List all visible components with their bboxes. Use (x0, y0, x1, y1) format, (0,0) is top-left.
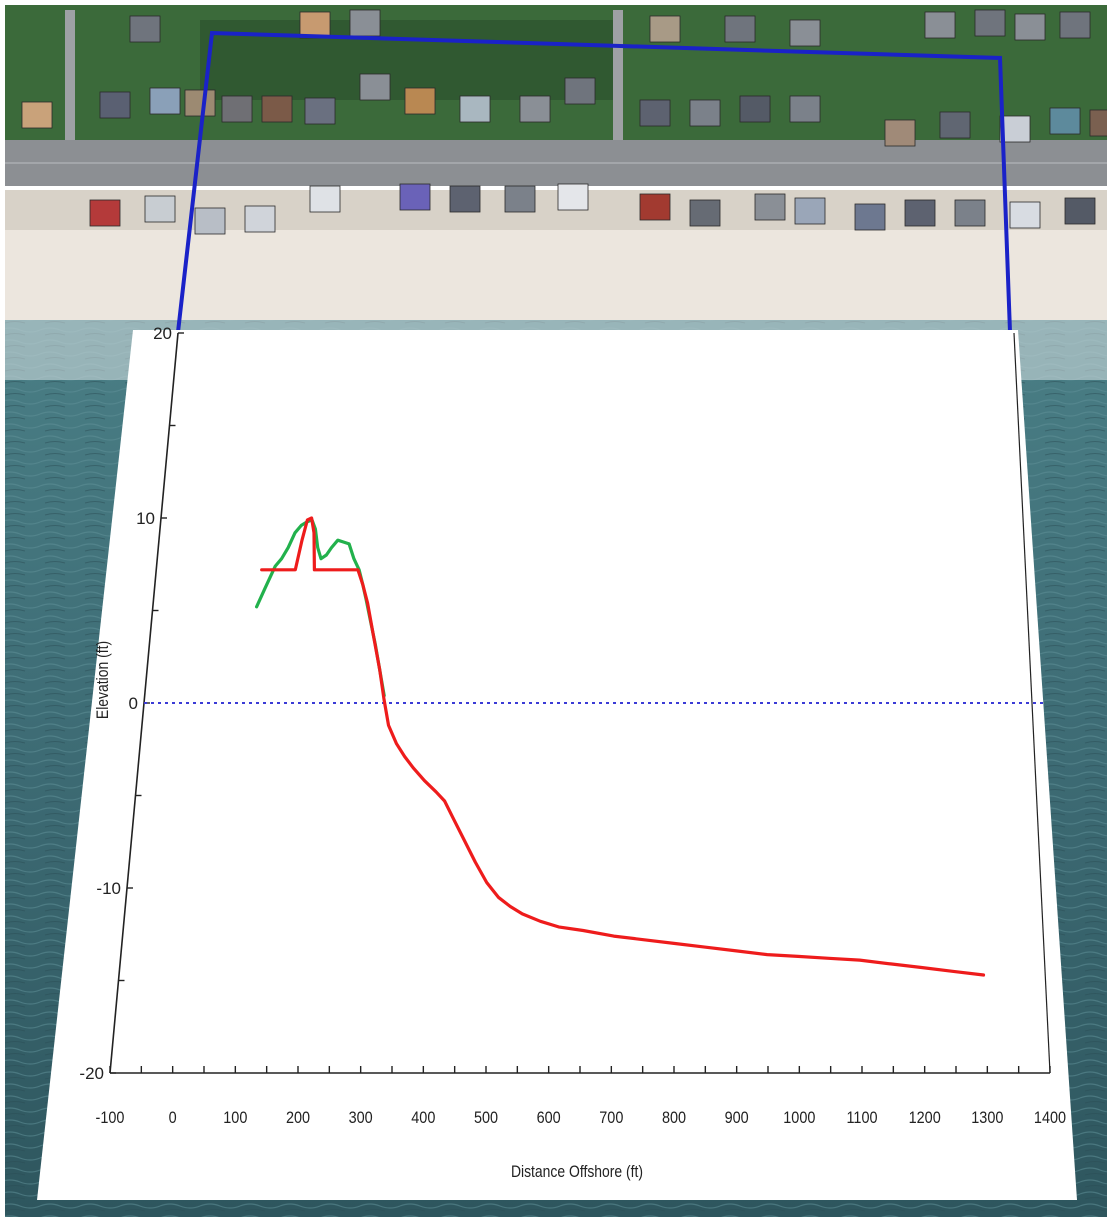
house-roof (639, 193, 671, 221)
x-tick-label: 400 (411, 1109, 435, 1127)
beach-sand (5, 215, 1107, 320)
house-roof (564, 77, 596, 105)
y-axis-title: Elevation (ft) (94, 641, 113, 719)
house-roof (1089, 109, 1107, 137)
series-layer (255, 516, 986, 977)
house-roof (1059, 11, 1091, 39)
y-tick-label: 10 (136, 509, 155, 528)
house-roof (309, 185, 341, 213)
house-roof (789, 19, 821, 47)
x-tick-label: 800 (662, 1109, 686, 1127)
house-roof (144, 195, 176, 223)
house-roof (99, 91, 131, 119)
x-tick-label: 100 (223, 1109, 247, 1127)
x-tick-label: 600 (537, 1109, 561, 1127)
house-roof (194, 207, 226, 235)
houses (21, 9, 1107, 235)
x-axis-title: Distance Offshore (ft) (511, 1163, 643, 1182)
house-roof (261, 95, 293, 123)
house-roof (954, 199, 986, 227)
x-tick-label: 700 (599, 1109, 623, 1127)
house-roof (504, 185, 536, 213)
house-roof (1049, 107, 1081, 135)
house-roof (21, 101, 53, 129)
house-roof (724, 15, 756, 43)
house-roof (884, 119, 916, 147)
house-roof (754, 193, 786, 221)
house-roof (1014, 13, 1046, 41)
house-roof (974, 9, 1006, 37)
x-tick-label: 0 (169, 1109, 177, 1127)
house-roof (129, 15, 161, 43)
house-roof (399, 183, 431, 211)
house-roof (924, 11, 956, 39)
y-tick-label: -10 (96, 879, 121, 898)
x-tick-label: 1200 (909, 1109, 941, 1127)
house-roof (557, 183, 589, 211)
x-tick-label: 500 (474, 1109, 498, 1127)
house-roof (299, 11, 331, 39)
x-tick-label: 1100 (846, 1109, 877, 1127)
house-roof (789, 95, 821, 123)
x-tick-label: 1300 (971, 1109, 1003, 1127)
right-border (1013, 332, 1051, 1074)
house-roof (639, 99, 671, 127)
x-tick-label: -100 (96, 1109, 125, 1127)
house-roof (794, 197, 826, 225)
house-roof (519, 95, 551, 123)
house-roof (649, 15, 681, 43)
x-tick-label: 900 (725, 1109, 749, 1127)
y-tick-label: 20 (153, 324, 172, 343)
house-roof (244, 205, 276, 233)
house-roof (1064, 197, 1096, 225)
house-roof (89, 199, 121, 227)
house-roof (689, 199, 721, 227)
house-roof (904, 199, 936, 227)
house-roof (459, 95, 491, 123)
y-tick-label: -20 (79, 1064, 104, 1083)
x-tick-label: 200 (286, 1109, 310, 1127)
house-roof (359, 73, 391, 101)
x-tick-label: 1400 (1034, 1109, 1066, 1127)
house-roof (1009, 201, 1041, 229)
house-roof (404, 87, 436, 115)
house-roof (449, 185, 481, 213)
house-roof (689, 99, 721, 127)
chart-panel (37, 330, 1077, 1200)
house-roof (221, 95, 253, 123)
house-roof (184, 89, 216, 117)
house-roof (939, 111, 971, 139)
house-roof (999, 115, 1031, 143)
series-line-red (260, 516, 986, 977)
house-roof (349, 9, 381, 37)
x-ticks: -100 0 100 200 300 400 500 600 700 800 900 1000 1100… (96, 1066, 1066, 1127)
house-roof (854, 203, 886, 231)
house-roof (739, 95, 771, 123)
house-roof (149, 87, 181, 115)
y-tick-label: 0 (129, 694, 138, 713)
house-roof (304, 97, 336, 125)
x-tick-label: 1000 (783, 1109, 815, 1127)
x-tick-label: 300 (349, 1109, 373, 1127)
